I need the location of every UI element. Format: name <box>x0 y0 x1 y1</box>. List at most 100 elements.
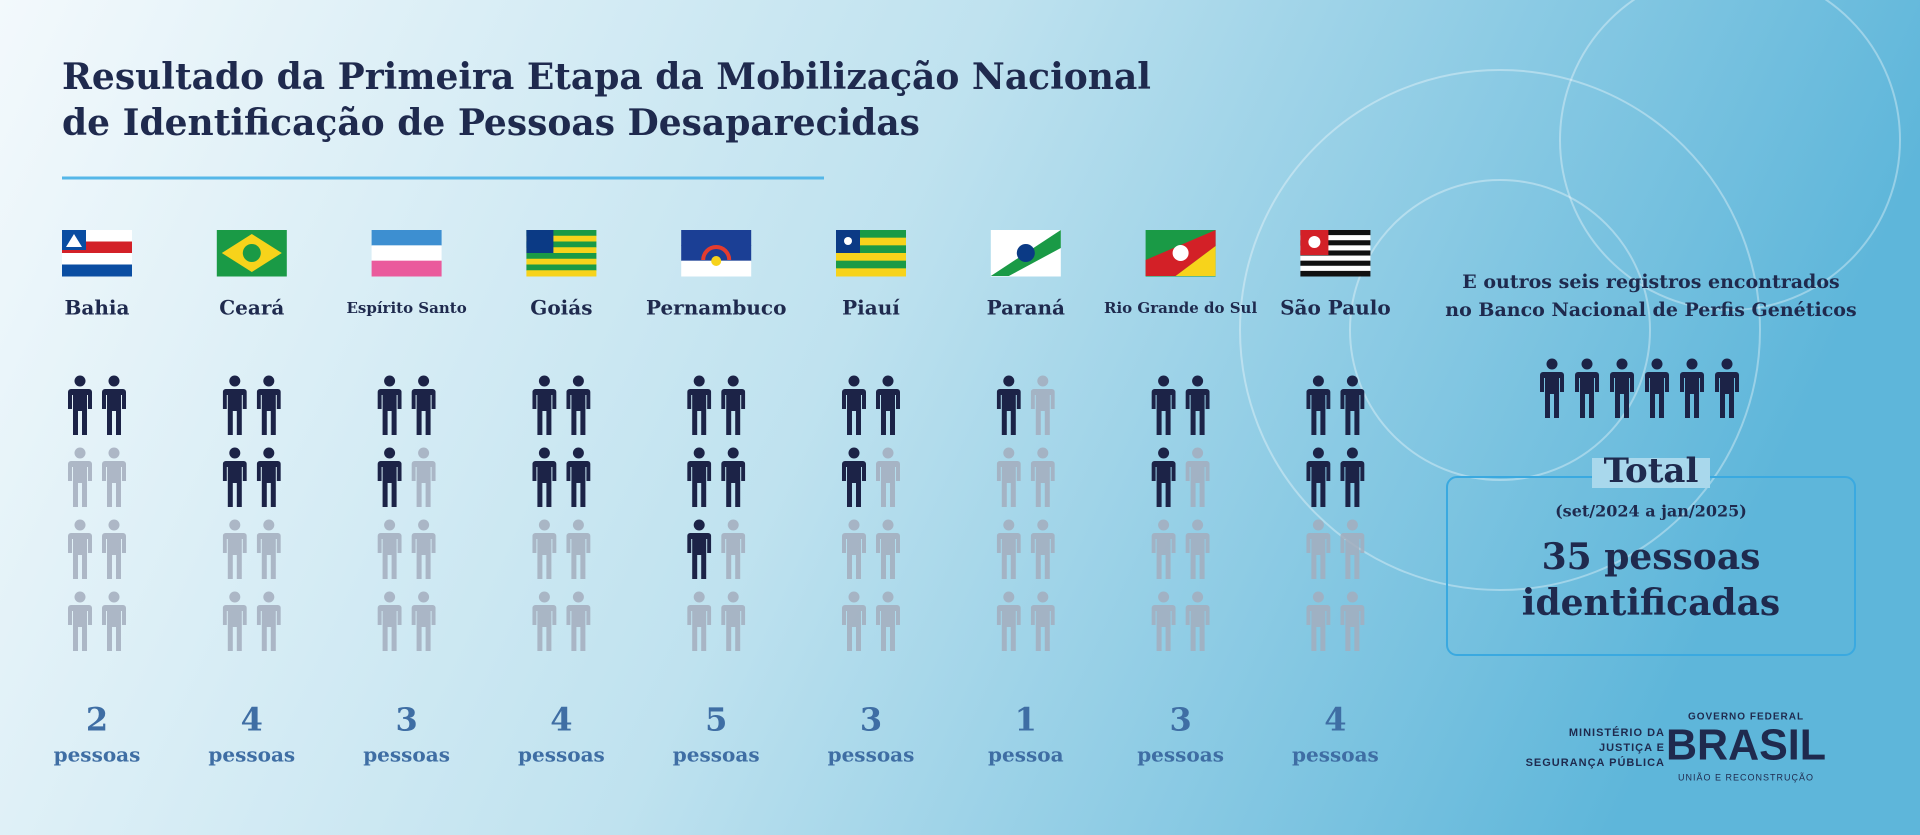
state-column: Paraná 1 pessoa <box>987 230 1065 767</box>
flag-part <box>701 245 732 261</box>
flag-part <box>526 270 597 277</box>
state-name: Bahia <box>65 296 130 320</box>
state-name: Goiás <box>530 296 592 320</box>
flag-part <box>836 245 906 254</box>
state-unit: pessoa <box>988 743 1064 767</box>
state-column: Ceará 4 pessoas <box>208 230 295 767</box>
state-unit: pessoas <box>54 743 141 767</box>
flag-part <box>1175 246 1216 276</box>
state-column: Rio Grande do Sul 3 pessoas <box>1104 230 1257 767</box>
flag-part <box>526 247 597 254</box>
gov-top: GOVERNO FEDERAL <box>1688 712 1804 723</box>
ministry: MINISTÉRIO DA <box>1569 726 1665 739</box>
state-name: Pernambuco <box>646 296 786 320</box>
flag-part <box>1300 250 1371 257</box>
flag <box>990 230 1061 277</box>
state-unit: pessoas <box>1292 743 1379 767</box>
flag-part <box>371 245 442 262</box>
ministry: SEGURANÇA PÚBLICA <box>1526 756 1665 769</box>
flag <box>216 230 287 277</box>
flag-part <box>836 260 906 269</box>
total-title: Total <box>1604 451 1699 491</box>
flag <box>836 230 906 277</box>
gov-slogan: UNIÃO E RECONSTRUÇÃO <box>1678 772 1814 782</box>
flag-part <box>526 253 597 260</box>
flag-part <box>371 230 442 246</box>
flag-part <box>526 264 597 271</box>
flag-part <box>836 237 906 246</box>
flag <box>1145 230 1216 277</box>
title-line: Resultado da Primeira Etapa da Mobilizaç… <box>62 56 1151 98</box>
decor <box>1239 0 1901 591</box>
flag-part <box>242 244 261 262</box>
state-column: Goiás 4 pessoas <box>518 230 605 767</box>
flag-part <box>1300 255 1371 262</box>
flag-part <box>1300 240 1371 246</box>
total-title-bg <box>1592 458 1710 488</box>
state-count: 4 <box>550 701 572 739</box>
state-name: São Paulo <box>1280 296 1391 320</box>
flag-part <box>1300 260 1371 267</box>
state-count: 4 <box>241 701 263 739</box>
state-count: 3 <box>860 701 882 739</box>
flag-part <box>836 230 906 239</box>
state-unit: pessoas <box>1137 743 1224 767</box>
state-name: Espírito Santo <box>346 299 466 317</box>
state-count: 4 <box>1324 701 1346 739</box>
state-name: Paraná <box>987 296 1065 320</box>
flag-part <box>1300 265 1371 272</box>
flag-part <box>62 253 132 265</box>
flag-part <box>526 230 554 253</box>
state-column: Pernambuco 5 pessoas <box>646 230 786 767</box>
ministry: JUSTIÇA E <box>1599 742 1665 754</box>
flag-part <box>62 264 132 277</box>
flag-part <box>1300 235 1371 241</box>
flag-part <box>681 245 752 262</box>
state-column: Piauí 3 pessoas <box>828 230 915 767</box>
state-name: Rio Grande do Sul <box>1104 299 1257 317</box>
flag-part <box>1300 245 1371 251</box>
flag <box>371 230 442 277</box>
others-text: no Banco Nacional de Perfis Genéticos <box>1445 299 1856 321</box>
flag-part <box>526 235 597 242</box>
flag-part <box>711 256 722 266</box>
state-count: 3 <box>395 701 417 739</box>
state-count: 3 <box>1169 701 1191 739</box>
flag-part <box>1308 236 1321 248</box>
state-column: São Paulo 4 pessoas <box>1280 230 1391 767</box>
flag-part <box>66 234 82 247</box>
state-unit: pessoas <box>673 743 760 767</box>
state-count: 5 <box>705 701 727 739</box>
flag-part <box>526 230 597 237</box>
total-value: 35 pessoas <box>1542 536 1761 578</box>
flag-part <box>1300 230 1371 236</box>
flag-part <box>526 241 597 248</box>
flag-part <box>1300 270 1371 277</box>
flag <box>681 230 752 277</box>
flag-part <box>371 260 442 277</box>
state-unit: pessoas <box>828 743 915 767</box>
state-name: Ceará <box>219 296 284 320</box>
flag-part <box>681 230 752 246</box>
state-column: Bahia 2 pessoas <box>54 230 141 767</box>
gov-name: BRASIL <box>1666 721 1826 770</box>
state-count: 1 <box>1015 701 1037 739</box>
flag <box>526 230 597 277</box>
flag-part <box>844 237 852 245</box>
flag-part <box>681 260 752 277</box>
flag-part <box>526 258 597 265</box>
others-text: E outros seis registros encontrados <box>1462 271 1839 293</box>
state-unit: pessoas <box>363 743 450 767</box>
flag-part <box>1172 245 1189 261</box>
flag-part <box>1016 244 1035 262</box>
total-period: (set/2024 a jan/2025) <box>1555 502 1747 521</box>
title-line: de Identificação de Pessoas Desaparecida… <box>62 102 920 144</box>
flag-part <box>836 268 906 277</box>
state-column: Espírito Santo 3 pessoas <box>346 230 467 767</box>
total-value: identificadas <box>1522 582 1780 624</box>
flag-part <box>836 253 906 262</box>
